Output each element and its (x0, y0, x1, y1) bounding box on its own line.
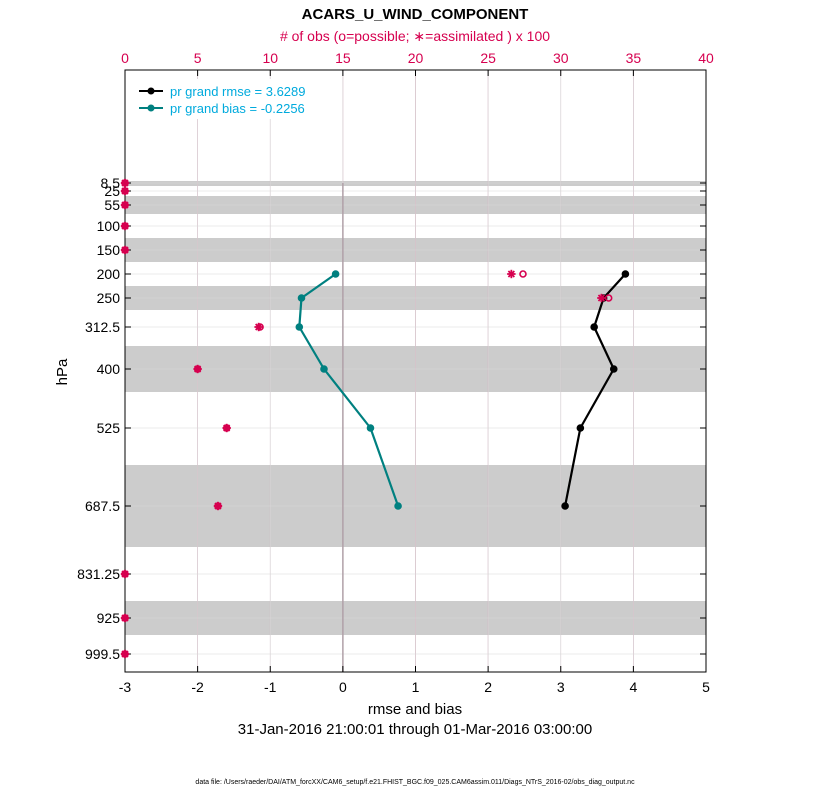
level-label-7: 312.5 (85, 319, 120, 335)
obs-assimilated-5 (507, 269, 516, 279)
top-tick-label-0: 0 (121, 50, 129, 66)
legend-bias-text: pr grand bias = -0.2256 (170, 101, 305, 116)
bottom-tick-label-5: 2 (484, 679, 492, 695)
asterisk-stroke (121, 570, 129, 578)
top-tick-label-6: 30 (553, 50, 569, 66)
level-label-11: 831.25 (77, 566, 120, 582)
rmse-point-4 (576, 424, 585, 432)
asterisk-stroke (121, 650, 129, 658)
bottom-tick-label-3: 0 (339, 679, 347, 695)
level-label-5: 200 (97, 266, 121, 282)
asterisk-stroke (255, 323, 263, 331)
bottom-tick-label-6: 3 (557, 679, 565, 695)
asterisk-stroke (121, 187, 129, 195)
bottom-tick-label-1: -2 (191, 679, 204, 695)
chart-title: ACARS_U_WIND_COMPONENT (302, 6, 529, 23)
bias-point-0 (331, 270, 340, 278)
obs-assimilated-10 (213, 501, 223, 511)
bias-point-3 (320, 365, 328, 373)
x-axis-label: rmse and bias (368, 701, 462, 718)
bottom-tick-label-0: -3 (119, 679, 132, 695)
bottom-tick-label-2: -1 (264, 679, 277, 695)
top-tick-label-8: 40 (698, 50, 714, 66)
asterisk-stroke (597, 294, 606, 302)
top-axis-label: # of obs (o=possible; ∗=assimilated ) x … (280, 28, 550, 44)
rmse-point-0 (621, 270, 630, 278)
bias-point-4 (366, 424, 375, 432)
asterisk-stroke (507, 270, 515, 278)
obs-assimilated-4 (120, 245, 130, 255)
obs-assimilated-12 (120, 613, 130, 623)
top-tick-label-1: 5 (194, 50, 202, 66)
level-label-2: 55 (104, 197, 120, 213)
data-file-footnote: data file: /Users/raeder/DAI/ATM_forcXX/… (195, 779, 635, 786)
level-label-3: 100 (97, 218, 121, 234)
asterisk-stroke (194, 365, 202, 373)
legend-rmse-text: pr grand rmse = 3.6289 (170, 84, 306, 99)
level-label-9: 525 (97, 420, 121, 436)
rmse-point-3 (609, 365, 618, 373)
obs-assimilated-0 (120, 178, 130, 188)
level-label-4: 150 (97, 242, 121, 258)
top-tick-label-7: 35 (626, 50, 642, 66)
obs-assimilated-9 (222, 423, 231, 433)
obs-assimilated-11 (120, 569, 130, 579)
level-label-13: 999.5 (85, 646, 120, 662)
level-label-6: 250 (97, 290, 121, 306)
level-label-10: 687.5 (85, 498, 120, 514)
rmse-line (564, 273, 627, 507)
obs-assimilated-6 (597, 293, 606, 303)
top-tick-label-4: 20 (408, 50, 424, 66)
asterisk-stroke (223, 424, 231, 432)
bias-point-5 (394, 502, 402, 510)
top-tick-label-3: 15 (335, 50, 351, 66)
obs-assimilated-13 (120, 649, 130, 659)
obs-possible-5 (519, 270, 527, 278)
date-range: 31-Jan-2016 21:00:01 through 01-Mar-2016… (238, 721, 592, 738)
legend-rmse-marker (147, 87, 155, 95)
asterisk-stroke (121, 614, 129, 622)
level-label-0: 8.5 (101, 175, 121, 191)
legend-box (134, 79, 334, 119)
bottom-tick-label-4: 1 (412, 679, 420, 695)
asterisk-stroke (121, 179, 129, 187)
legend: pr grand rmse = 3.6289 pr grand bias = -… (134, 79, 334, 119)
asterisk-stroke (214, 502, 222, 510)
asterisk-stroke (121, 201, 129, 209)
level-label-12: 925 (97, 610, 121, 626)
legend-bias-marker (147, 104, 155, 112)
level-label-1: 25 (104, 183, 120, 199)
top-tick-label-5: 25 (480, 50, 496, 66)
bias-line (298, 273, 400, 507)
obs-assimilated-2 (120, 200, 130, 210)
bias-point-2 (295, 323, 304, 331)
y-axis-label: hPa (54, 358, 71, 385)
obs-possible-6 (604, 294, 613, 302)
bias-point-1 (297, 294, 306, 302)
obs-count-markers (120, 178, 613, 659)
obs-assimilated-8 (193, 364, 202, 374)
axis-ticks: -3 -2 -1 0 1 2 3 4 50 5 10 15 20 25 30 35 408.5255510015… (77, 50, 714, 695)
rmse-point-2 (590, 323, 598, 331)
bottom-tick-label-8: 5 (702, 679, 710, 695)
level-label-8: 400 (97, 361, 121, 377)
rmse-point-5 (561, 502, 569, 510)
obs-assimilated-3 (120, 221, 130, 231)
top-tick-label-2: 10 (262, 50, 278, 66)
asterisk-stroke (121, 222, 129, 230)
obs-assimilated-1 (120, 186, 130, 196)
bottom-tick-label-7: 4 (629, 679, 637, 695)
asterisk-stroke (121, 246, 129, 254)
obs-assimilated-7 (254, 322, 263, 332)
